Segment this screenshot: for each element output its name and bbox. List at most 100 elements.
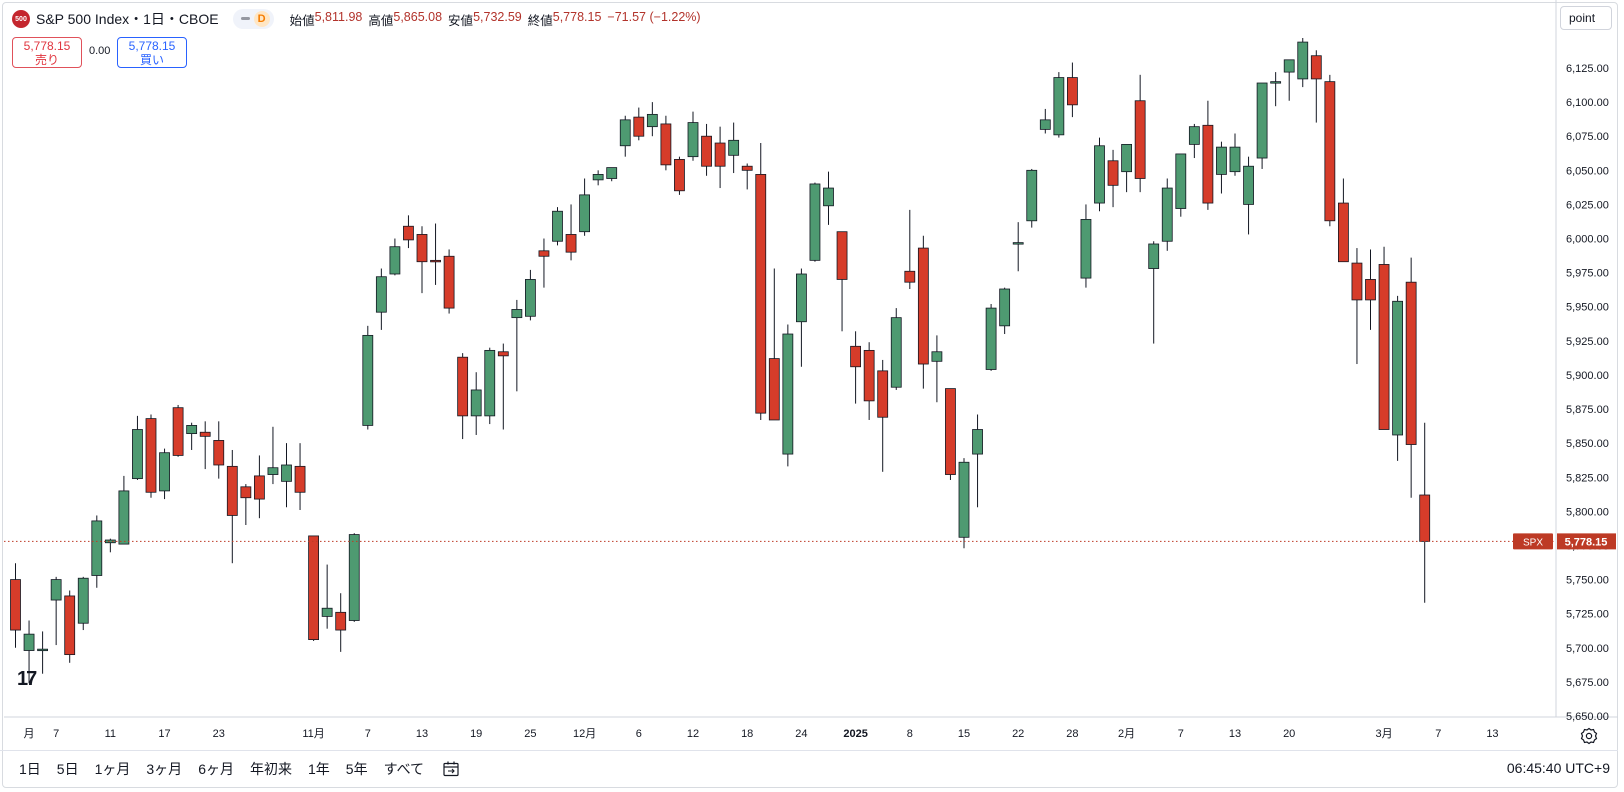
candle-body[interactable]	[728, 139, 740, 156]
candle-body[interactable]	[375, 276, 387, 313]
scale-mode-button[interactable]: point	[1560, 6, 1612, 30]
candle-body[interactable]	[362, 334, 374, 426]
tradingview-logo[interactable]: 17	[17, 668, 37, 690]
delayed-status-badge[interactable]: D	[253, 11, 270, 27]
candle-body[interactable]	[525, 279, 536, 317]
candle-body[interactable]	[104, 539, 116, 544]
candle-body[interactable]	[796, 273, 807, 323]
candle-body[interactable]	[348, 534, 360, 621]
symbol-badge-icon[interactable]: 500	[12, 10, 30, 28]
candle-body[interactable]	[1175, 153, 1187, 209]
candle-body[interactable]	[64, 595, 76, 656]
candle-body[interactable]	[850, 345, 861, 368]
candle-body[interactable]	[633, 116, 645, 137]
candle-body[interactable]	[1270, 81, 1282, 84]
candle-body[interactable]	[1026, 169, 1038, 222]
candle-body[interactable]	[1256, 82, 1268, 159]
candle-body[interactable]	[1134, 100, 1146, 179]
market-status[interactable]: D	[232, 9, 274, 29]
candle-body[interactable]	[145, 418, 157, 493]
candle-body[interactable]	[1012, 242, 1024, 245]
candle-body[interactable]	[890, 317, 902, 388]
candle-body[interactable]	[606, 167, 618, 179]
candle-body[interactable]	[226, 465, 238, 516]
candle-body[interactable]	[497, 351, 509, 357]
settings-gear-icon[interactable]	[1580, 727, 1598, 745]
candle-body[interactable]	[768, 358, 780, 421]
candle-body[interactable]	[159, 452, 170, 492]
candle-body[interactable]	[335, 611, 347, 631]
candle-body[interactable]	[430, 259, 441, 263]
candle-body[interactable]	[863, 349, 875, 402]
candle-body[interactable]	[457, 356, 469, 417]
candle-body[interactable]	[1216, 146, 1227, 175]
candle-body[interactable]	[687, 122, 699, 158]
candle-body[interactable]	[945, 388, 956, 475]
candle-body[interactable]	[782, 333, 794, 455]
candle-body[interactable]	[1053, 77, 1065, 136]
candle-body[interactable]	[1229, 146, 1241, 173]
candle-body[interactable]	[1310, 55, 1322, 80]
candle-body[interactable]	[1365, 279, 1376, 301]
candle-body[interactable]	[565, 234, 577, 253]
candle-body[interactable]	[1202, 124, 1214, 204]
symbol-title[interactable]: S&P 500 Index・1日・CBOE	[36, 11, 219, 27]
range-1d[interactable]: 1日	[19, 761, 41, 777]
candle-body[interactable]	[1324, 81, 1336, 222]
candle-body[interactable]	[37, 648, 48, 652]
candle-body[interactable]	[823, 187, 834, 207]
candle-body[interactable]	[1039, 119, 1051, 130]
candle-body[interactable]	[552, 210, 563, 242]
candle-body[interactable]	[484, 349, 496, 417]
candle-body[interactable]	[985, 307, 997, 370]
range-all[interactable]: すべて	[383, 761, 425, 777]
candle-body[interactable]	[1094, 145, 1105, 204]
candle-body[interactable]	[809, 183, 821, 261]
candle-body[interactable]	[701, 135, 712, 167]
range-1y[interactable]: 1年	[307, 761, 330, 777]
candle-body[interactable]	[1080, 219, 1092, 279]
range-1m[interactable]: 1ヶ月	[94, 761, 131, 777]
candle-body[interactable]	[917, 247, 929, 365]
candle-body[interactable]	[199, 431, 211, 437]
candlestick-chart[interactable]: 5,650.00 5,675.00 5,700.00 5,725.00 5,750.00…	[0, 0, 1618, 750]
range-3m[interactable]: 3ヶ月	[146, 761, 183, 777]
sell-button[interactable]: 5,778.15 売り	[12, 37, 82, 68]
candle-body[interactable]	[470, 389, 482, 417]
candle-body[interactable]	[1351, 262, 1363, 301]
candle-body[interactable]	[416, 234, 428, 263]
candle-body[interactable]	[132, 429, 143, 480]
clock-timezone[interactable]: 06:45:40 UTC+9	[1506, 760, 1610, 776]
candle-body[interactable]	[646, 113, 658, 128]
candle-body[interactable]	[1188, 126, 1200, 145]
candle-body[interactable]	[321, 607, 333, 617]
candle-body[interactable]	[741, 165, 753, 171]
candle-body[interactable]	[511, 309, 523, 319]
candle-body[interactable]	[294, 465, 306, 493]
candle-body[interactable]	[619, 119, 631, 147]
candle-body[interactable]	[186, 425, 198, 435]
date-range-calendar-icon[interactable]	[442, 760, 460, 778]
candle-body[interactable]	[1161, 187, 1173, 242]
candle-body[interactable]	[972, 429, 983, 455]
candle-body[interactable]	[999, 288, 1011, 327]
candle-body[interactable]	[118, 490, 130, 545]
candle-body[interactable]	[674, 159, 685, 192]
candle-body[interactable]	[172, 407, 184, 456]
candle-body[interactable]	[240, 486, 252, 499]
candle-body[interactable]	[389, 246, 401, 275]
candle-body[interactable]	[958, 461, 970, 538]
candle-body[interactable]	[1067, 77, 1078, 106]
range-ytd[interactable]: 年初来	[249, 761, 292, 777]
candle-body[interactable]	[1297, 41, 1309, 80]
candle-body[interactable]	[579, 194, 590, 233]
candle-body[interactable]	[77, 577, 89, 624]
candle-body[interactable]	[592, 174, 604, 181]
candle-body[interactable]	[1405, 281, 1417, 445]
candle-body[interactable]	[1121, 143, 1132, 173]
candle-body[interactable]	[755, 174, 767, 414]
candle-body[interactable]	[253, 475, 265, 500]
candle-body[interactable]	[10, 579, 21, 631]
candle-body[interactable]	[836, 231, 848, 280]
candle-body[interactable]	[91, 520, 103, 576]
